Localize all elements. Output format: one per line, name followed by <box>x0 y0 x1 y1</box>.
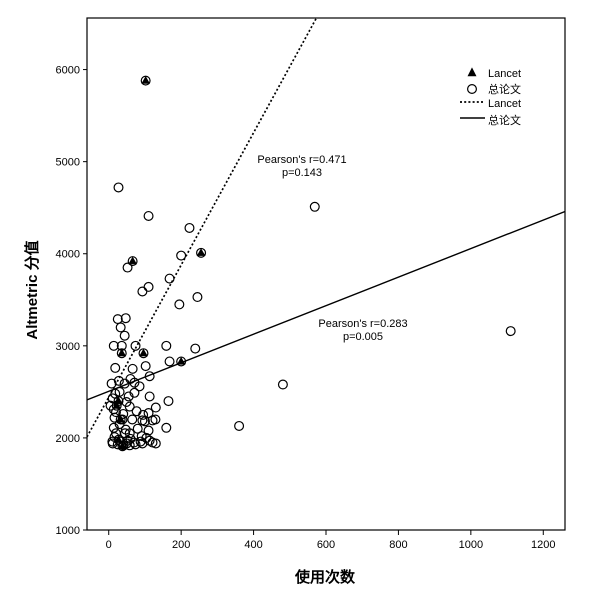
legend-label-total-line: 总论文 <box>488 113 521 127</box>
y-tick-label: 2000 <box>56 433 80 445</box>
point-total <box>143 210 154 221</box>
y-tick-label: 4000 <box>56 249 80 261</box>
data-points <box>105 75 516 452</box>
point-total <box>192 292 203 303</box>
legend-label-total-points: 总论文 <box>488 82 521 96</box>
legend-total-marker-icon <box>467 83 478 94</box>
y-tick-label: 1000 <box>56 525 80 537</box>
point-total <box>113 375 124 386</box>
point-total <box>124 428 135 439</box>
point-total <box>129 437 140 448</box>
point-total <box>127 414 138 425</box>
x-tick-label: 800 <box>389 539 407 551</box>
x-tick-label: 200 <box>172 539 190 551</box>
point-total <box>164 356 175 367</box>
point-total <box>144 391 155 402</box>
legend-label-lancet-points: Lancet <box>488 68 521 80</box>
point-lancet <box>116 414 125 423</box>
legend-label-lancet-line: Lancet <box>488 98 521 110</box>
point-total <box>120 313 131 324</box>
x-axis-title: 使用次数 <box>294 568 356 586</box>
point-total <box>140 361 151 372</box>
point-total <box>150 438 161 449</box>
point-lancet <box>141 76 150 84</box>
point-total <box>122 262 133 273</box>
point-total <box>143 281 154 292</box>
point-total <box>115 322 126 333</box>
point-total <box>134 381 145 392</box>
point-lancet <box>139 348 148 357</box>
x-tick-label: 1200 <box>531 539 555 551</box>
point-total <box>277 379 288 390</box>
point-total <box>190 343 201 354</box>
x-tick-label: 1000 <box>459 539 483 551</box>
point-total <box>135 436 146 447</box>
point-lancet <box>112 401 122 409</box>
x-tick-label: 0 <box>106 539 112 551</box>
point-lancet <box>128 256 137 265</box>
point-total <box>161 340 172 351</box>
point-lancet <box>114 435 123 443</box>
point-total <box>108 340 119 351</box>
point-total <box>130 340 141 351</box>
point-total <box>150 402 161 413</box>
lancet-pearson-r: Pearson's r=0.471 <box>257 154 346 166</box>
legend-lancet-marker-icon <box>467 67 477 77</box>
legend: Lancet 总论文 Lancet 总论文 <box>460 67 521 127</box>
point-total <box>110 428 121 439</box>
point-total <box>110 362 121 373</box>
total-p-value: p=0.005 <box>343 331 383 343</box>
y-tick-label: 6000 <box>56 65 80 77</box>
lancet-p-value: p=0.143 <box>282 167 322 179</box>
point-total <box>505 326 516 337</box>
total-pearson-r: Pearson's r=0.283 <box>318 318 407 330</box>
point-total <box>234 420 245 431</box>
point-total <box>118 408 129 419</box>
point-total <box>138 409 149 420</box>
point-total <box>164 273 175 284</box>
point-total <box>161 422 172 433</box>
x-tick-label: 400 <box>244 539 262 551</box>
plot-area <box>87 18 565 452</box>
point-total <box>119 330 130 341</box>
point-lancet <box>117 348 127 357</box>
point-total <box>174 299 185 310</box>
y-tick-label: 5000 <box>56 157 80 169</box>
point-lancet <box>196 248 206 256</box>
y-tick-label: 3000 <box>56 341 80 353</box>
point-total <box>113 182 124 193</box>
point-total <box>127 363 138 374</box>
point-total <box>131 406 142 417</box>
point-total <box>137 286 148 297</box>
point-total <box>143 425 154 436</box>
point-total <box>309 201 320 212</box>
x-axis: 0 200 400 600 800 1000 1200 <box>106 530 556 551</box>
point-lancet <box>118 441 127 450</box>
point-total <box>139 416 150 427</box>
point-total <box>150 414 161 425</box>
point-total <box>163 396 174 407</box>
point-total <box>132 423 143 434</box>
point-total <box>184 222 195 233</box>
point-total <box>124 401 135 412</box>
point-total <box>123 391 134 402</box>
y-axis-title: Altmetric 分值 <box>23 240 41 339</box>
y-axis: 1000 2000 3000 4000 5000 6000 <box>56 65 87 537</box>
fit-line-total <box>87 210 565 401</box>
x-tick-label: 600 <box>317 539 335 551</box>
